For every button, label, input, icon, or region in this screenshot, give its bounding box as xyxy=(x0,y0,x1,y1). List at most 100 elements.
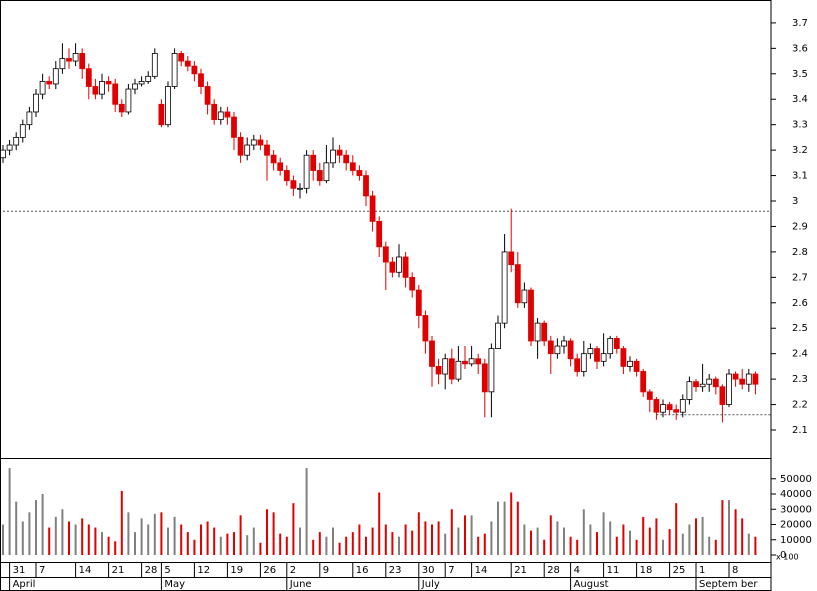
candle-body xyxy=(105,81,112,85)
candle-body xyxy=(231,116,237,138)
candle-body xyxy=(59,58,66,70)
candle-body xyxy=(138,81,145,85)
y-tick-label: 2.2 xyxy=(792,400,808,411)
candle-body xyxy=(198,73,204,87)
candle-body xyxy=(217,111,224,120)
y-tick-label: 3.6 xyxy=(792,43,808,54)
y-tick-label: 2.6 xyxy=(792,298,808,309)
volume-bar xyxy=(384,524,387,555)
volume-bar xyxy=(41,494,44,555)
volume-bar xyxy=(140,518,143,555)
volume-bar xyxy=(81,518,84,555)
candle-body xyxy=(673,409,680,413)
candle-body xyxy=(514,264,521,304)
candle-body xyxy=(462,360,468,365)
volume-bar xyxy=(490,521,493,555)
volume-bar xyxy=(305,468,308,555)
x-tick-label: 7 xyxy=(39,565,45,576)
volume-bar xyxy=(114,541,117,555)
candle-body xyxy=(686,381,693,400)
month-label: August xyxy=(574,579,609,590)
candle-body xyxy=(211,103,218,120)
volume-bar xyxy=(239,515,242,555)
volume-unit: x 100 xyxy=(776,553,799,562)
month-label: May xyxy=(164,579,185,590)
volume-bar xyxy=(153,513,156,555)
candle-body xyxy=(72,53,79,62)
volume-bar xyxy=(503,501,506,555)
candle-body xyxy=(541,322,548,342)
candle-body xyxy=(646,391,653,400)
volume-bar xyxy=(312,539,315,555)
candle-body xyxy=(376,220,383,248)
candle-body xyxy=(534,322,541,342)
volume-tick-label: 50000 xyxy=(780,474,812,485)
volume-bar xyxy=(516,501,519,555)
candle-body xyxy=(46,81,53,85)
volume-bar xyxy=(338,542,341,555)
volume-bar xyxy=(48,527,51,555)
x-tick-label: 16 xyxy=(356,565,369,576)
volume-bar xyxy=(186,532,189,555)
volume-bar xyxy=(213,527,216,555)
candle-body xyxy=(336,149,343,156)
volume-bar xyxy=(615,536,618,555)
x-tick-label: 11 xyxy=(607,565,620,576)
candle-body xyxy=(66,58,72,62)
volume-bar xyxy=(94,527,97,555)
candle-body xyxy=(732,373,739,380)
x-tick-label: 31 xyxy=(13,565,26,576)
y-tick-label: 3.4 xyxy=(792,94,808,105)
candle-body xyxy=(422,315,429,342)
y-tick-label: 3.7 xyxy=(792,18,808,29)
volume-bar xyxy=(246,535,249,555)
x-tick-label: 21 xyxy=(514,565,527,576)
candle-body xyxy=(303,154,310,189)
volume-bar xyxy=(299,527,301,555)
candle-body xyxy=(237,136,244,156)
y-tick-label: 3.5 xyxy=(792,69,808,80)
candle-body xyxy=(290,180,297,189)
volume-bar xyxy=(470,515,473,555)
volume-bar xyxy=(602,512,605,555)
x-tick-label: 23 xyxy=(389,565,402,576)
candle-body xyxy=(363,175,369,197)
volume-bar xyxy=(497,501,499,555)
candle-body xyxy=(85,68,92,87)
candle-body xyxy=(356,170,363,176)
candle-body xyxy=(132,83,138,90)
candle-body xyxy=(752,373,759,385)
candle-body xyxy=(396,256,402,273)
volume-bar xyxy=(596,532,598,555)
volume-bar xyxy=(318,532,321,555)
candle-body xyxy=(389,261,396,273)
volume-bar xyxy=(510,492,513,555)
volume-bar xyxy=(87,524,90,555)
volume-bar xyxy=(457,527,460,555)
candle-body xyxy=(547,340,554,355)
volume-bar xyxy=(325,536,328,555)
volume-tick-label: 30000 xyxy=(780,504,812,515)
candle-body xyxy=(567,340,574,360)
candle-body xyxy=(495,322,501,349)
x-tick-label: 8 xyxy=(732,565,738,576)
candle-body xyxy=(666,404,673,411)
volume-bar xyxy=(622,524,625,555)
x-tick-label: 18 xyxy=(640,565,653,576)
candle-body xyxy=(580,353,587,372)
volume-bar xyxy=(629,530,631,555)
volume-bar xyxy=(642,516,645,555)
volume-bar xyxy=(358,524,361,555)
candle-body xyxy=(554,345,561,355)
candle-body xyxy=(712,378,719,388)
volume-bar xyxy=(695,518,697,555)
volume-bar xyxy=(365,536,367,555)
candle-body xyxy=(19,124,26,138)
volume-bar xyxy=(2,524,4,555)
candle-body xyxy=(99,81,105,95)
x-tick-label: 12 xyxy=(197,565,210,576)
volume-bar xyxy=(292,503,295,555)
candle-body xyxy=(26,111,33,126)
candle-body xyxy=(0,149,6,159)
y-tick-label: 3 xyxy=(792,196,798,207)
